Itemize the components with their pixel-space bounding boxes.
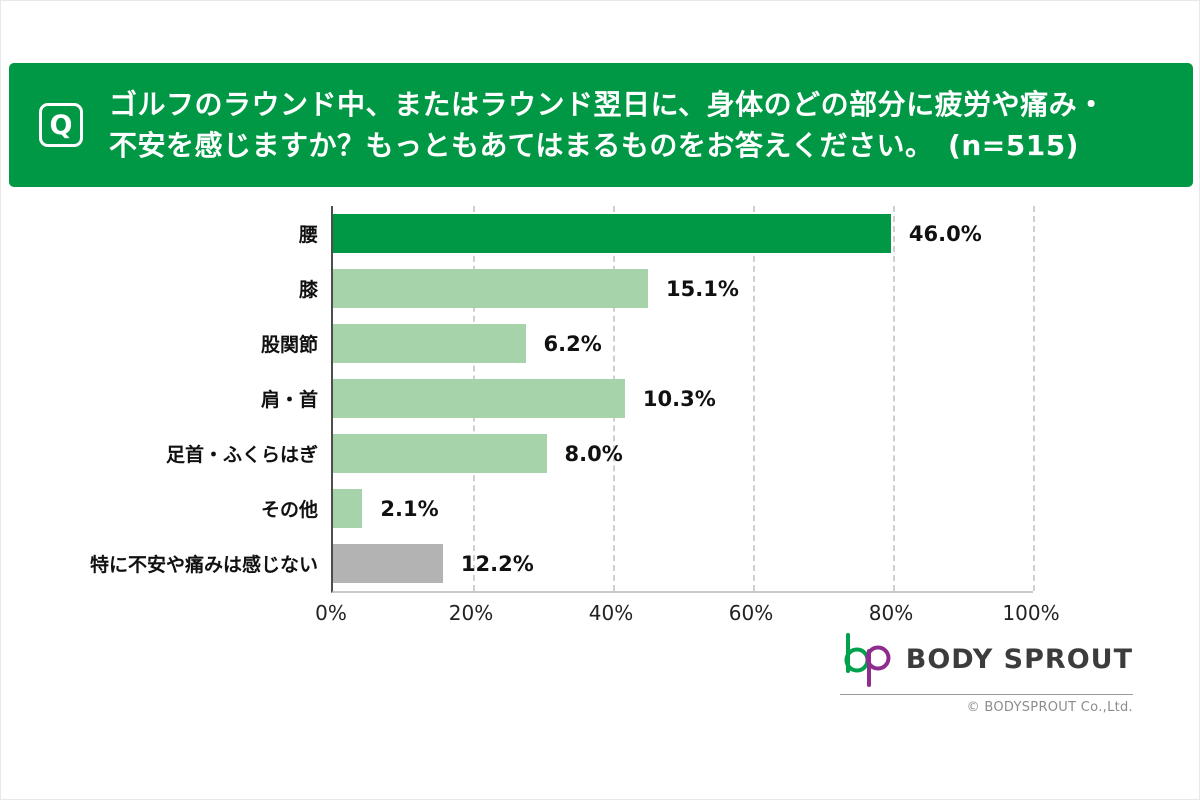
bar-3: [333, 324, 526, 363]
x-tick-label: 80%: [868, 601, 914, 625]
plot-area: 46.0% 15.1% 6.2% 10.3% 8.0% 2.1% 12.2%: [331, 206, 1035, 593]
bar-6: [333, 489, 363, 528]
bar-row: 15.1%: [333, 261, 1033, 316]
x-tick-label: 40%: [588, 601, 634, 625]
bar-7: [333, 544, 443, 583]
gridline-60: [753, 206, 755, 591]
bar-5: [333, 434, 547, 473]
category-label: 股関節: [260, 334, 318, 356]
category-label: 肩・首: [260, 389, 318, 411]
bar-row: 8.0%: [333, 426, 1033, 481]
q-icon: Q: [39, 103, 83, 147]
value-label: 46.0%: [908, 221, 982, 246]
category-label: 腰: [298, 224, 318, 246]
brand-footer: BODY SPROUT © BODYSPROUT Co.,Ltd.: [839, 631, 1133, 715]
question-banner: Q ゴルフのラウンド中、またはラウンド翌日に、身体のどの部分に疲労や痛み・ 不安…: [9, 63, 1193, 187]
x-tick-label: 0%: [315, 601, 347, 625]
bar-row: 2.1%: [333, 481, 1033, 536]
value-label: 8.0%: [564, 441, 623, 466]
question-line-2: 不安を感じますか？もっともあてはまるものをお答えください。 (n=515): [109, 129, 1079, 162]
question-line-1: ゴルフのラウンド中、またはラウンド翌日に、身体のどの部分に疲労や痛み・: [109, 88, 1106, 121]
value-label: 10.3%: [642, 386, 716, 411]
body-sprout-logo-icon: [844, 633, 891, 687]
bar-row: 6.2%: [333, 316, 1033, 371]
category-label: 膝: [298, 279, 318, 301]
brand-name: BODY SPROUT: [905, 643, 1133, 675]
category-label: その他: [260, 499, 318, 521]
x-tick-label: 100%: [1002, 601, 1060, 625]
bar-row: 12.2%: [333, 536, 1033, 591]
q-icon-letter: Q: [49, 109, 73, 141]
bar-2: [333, 269, 648, 308]
bar-chart: 腰膝股関節肩・首足首・ふくらはぎその他特に不安や痛みは感じない 46.0% 15.…: [1, 206, 1060, 635]
category-axis: 腰膝股関節肩・首足首・ふくらはぎその他特に不安や痛みは感じない: [1, 206, 331, 635]
x-tick-label: 20%: [448, 601, 494, 625]
bar-row: 10.3%: [333, 371, 1033, 426]
copyright-text: © BODYSPROUT Co.,Ltd.: [966, 700, 1133, 715]
bar-1: [333, 214, 891, 253]
category-label: 特に不安や痛みは感じない: [89, 554, 318, 576]
plot-area-wrap: 46.0% 15.1% 6.2% 10.3% 8.0% 2.1% 12.2% 0% 20% 40…: [315, 206, 1060, 635]
bar-row: 46.0%: [333, 206, 1033, 261]
x-tick-label: 60%: [728, 601, 774, 625]
footer-divider: [839, 694, 1133, 695]
x-axis: 0% 20% 40% 60% 80% 100%: [315, 601, 1059, 635]
gridline-80: [893, 206, 895, 591]
category-label: 足首・ふくらはぎ: [165, 444, 318, 466]
value-label: 15.1%: [666, 276, 739, 301]
question-text: ゴルフのラウンド中、またはラウンド翌日に、身体のどの部分に疲労や痛み・ 不安を感…: [109, 84, 1106, 166]
value-label: 6.2%: [543, 331, 602, 356]
bar-4: [333, 379, 625, 418]
value-label: 12.2%: [460, 551, 534, 576]
gridline-100: [1033, 206, 1035, 591]
value-label: 2.1%: [380, 496, 439, 521]
brand-row: BODY SPROUT: [840, 631, 1133, 687]
